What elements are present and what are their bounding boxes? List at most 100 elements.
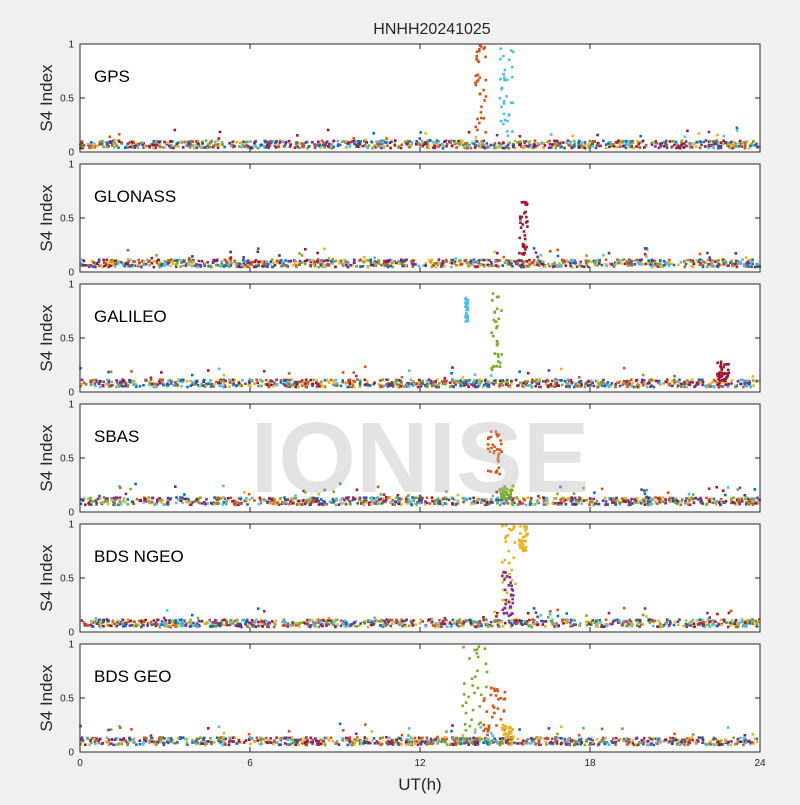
data-point: [201, 260, 204, 263]
data-point: [738, 498, 741, 501]
data-point: [612, 499, 615, 502]
spike-point: [526, 534, 529, 537]
data-point: [274, 264, 277, 267]
data-point: [755, 620, 758, 623]
data-point: [638, 143, 641, 146]
data-point: [218, 502, 221, 505]
data-point: [602, 140, 605, 143]
data-point: [688, 384, 691, 387]
data-point: [683, 381, 686, 384]
data-point: [642, 263, 645, 266]
data-point: [560, 379, 563, 382]
data-point: [658, 499, 661, 502]
data-point: [266, 144, 269, 147]
data-point: [130, 143, 133, 146]
data-point: [376, 145, 379, 148]
data-point: [289, 624, 292, 627]
data-point: [537, 142, 540, 145]
data-point: [282, 265, 285, 268]
data-point: [157, 383, 160, 386]
data-point: [349, 383, 352, 386]
data-point: [187, 498, 190, 501]
data-point: [261, 261, 264, 264]
data-point: [688, 493, 691, 496]
spike-point: [502, 123, 505, 126]
data-point: [521, 263, 524, 266]
data-point: [605, 619, 608, 622]
data-point: [123, 497, 126, 500]
spike-point: [521, 252, 524, 255]
spike-point: [490, 331, 493, 334]
data-point: [278, 254, 281, 257]
data-point: [418, 379, 421, 382]
data-point: [597, 622, 600, 625]
data-point: [693, 622, 696, 625]
data-point: [634, 263, 637, 266]
data-point: [106, 379, 109, 382]
y-tick-label: 0: [68, 268, 74, 279]
spike-point: [514, 583, 517, 586]
data-point: [162, 622, 165, 625]
spike-point: [477, 79, 480, 82]
data-point: [358, 625, 361, 628]
data-point: [504, 622, 507, 625]
data-point: [319, 382, 322, 385]
data-point: [699, 618, 702, 621]
y-tick-label: 1: [68, 40, 74, 51]
data-point: [230, 619, 233, 622]
data-point: [491, 625, 494, 628]
spike-point: [493, 319, 496, 322]
plot-area: [80, 284, 760, 392]
data-point: [319, 143, 322, 146]
data-point: [701, 384, 704, 387]
data-point: [556, 140, 559, 143]
data-point: [261, 380, 264, 383]
data-point: [287, 622, 290, 625]
data-point: [330, 146, 333, 149]
data-point: [668, 259, 671, 262]
data-point: [210, 383, 213, 386]
data-point: [602, 254, 605, 257]
data-point: [195, 144, 198, 147]
data-point: [458, 620, 461, 623]
data-point: [236, 620, 239, 623]
data-point: [526, 260, 529, 263]
data-point: [702, 624, 705, 627]
data-point: [563, 147, 566, 150]
data-point: [698, 132, 701, 135]
data-point: [560, 368, 563, 371]
spike-point: [508, 573, 511, 576]
data-point: [515, 619, 518, 622]
data-point: [243, 491, 246, 494]
data-point: [344, 260, 347, 263]
data-point: [119, 496, 122, 499]
y-tick-label: 0.5: [60, 334, 74, 345]
data-point: [417, 386, 420, 389]
data-point: [536, 621, 539, 624]
data-point: [639, 259, 642, 262]
data-point: [625, 140, 628, 143]
data-point: [512, 146, 515, 149]
data-point: [257, 147, 260, 150]
data-point: [121, 618, 124, 621]
data-point: [753, 500, 756, 503]
data-point: [436, 142, 439, 145]
spike-point: [491, 368, 494, 371]
data-point: [479, 622, 482, 625]
panel-label: GPS: [94, 67, 130, 86]
spike-point: [503, 113, 506, 116]
data-point: [739, 379, 742, 382]
data-point: [378, 262, 381, 265]
data-point: [510, 259, 513, 262]
data-point: [561, 259, 564, 262]
data-point: [144, 379, 147, 382]
data-point: [640, 488, 643, 491]
data-point: [280, 381, 283, 384]
data-point: [716, 134, 719, 137]
data-point: [408, 385, 411, 388]
data-point: [377, 260, 380, 263]
data-point: [629, 263, 632, 266]
data-point: [564, 618, 567, 621]
data-point: [656, 142, 659, 145]
data-point: [445, 140, 448, 143]
